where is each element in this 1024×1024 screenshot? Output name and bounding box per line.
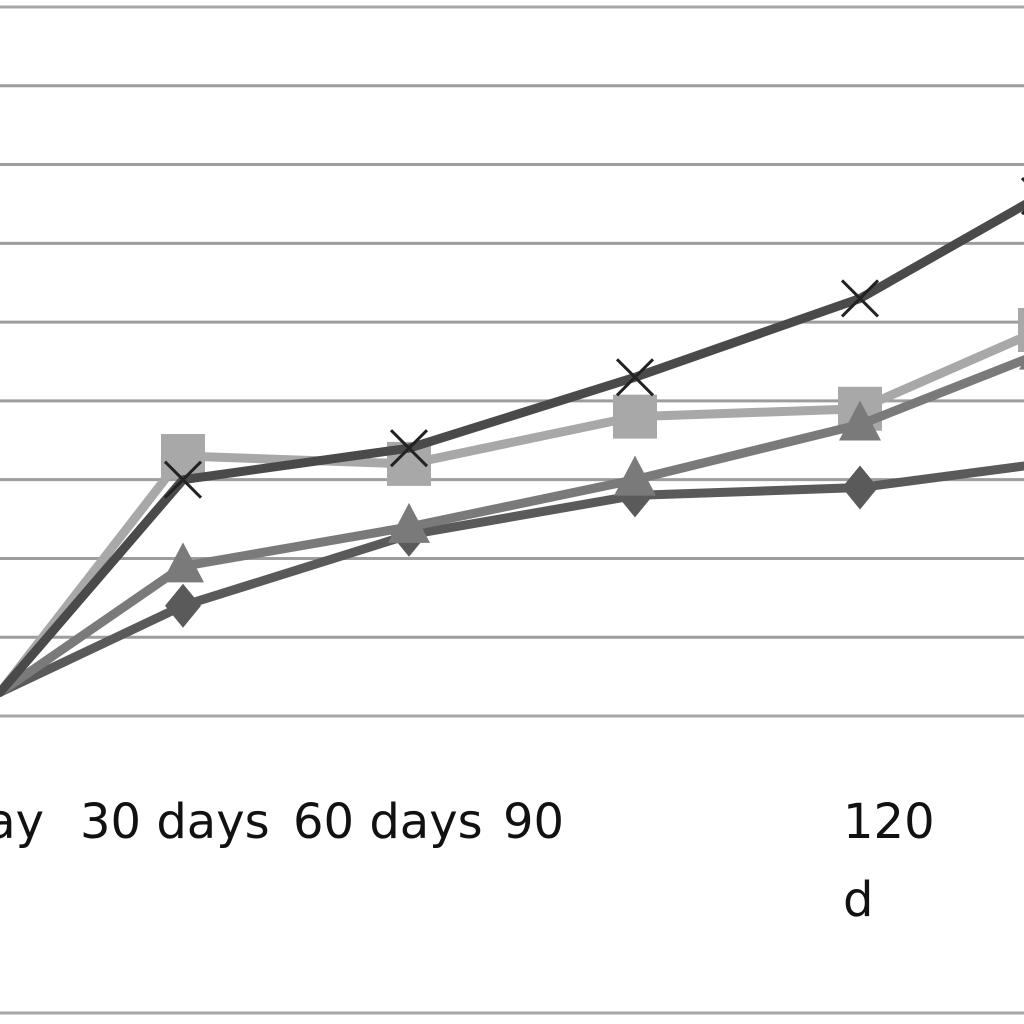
- series-1-point-5: [842, 465, 878, 510]
- series-2-point-2: [161, 434, 205, 479]
- x-tick-label-2: 30 days: [80, 794, 270, 850]
- series-4-point-4: [615, 358, 655, 397]
- x-tick-label-5-line-2: d: [843, 872, 873, 928]
- series-4-point-2: [163, 460, 203, 499]
- series-3-point-6: [1019, 360, 1024, 370]
- series-4-point-5: [840, 279, 880, 318]
- series-1-point-2: [165, 583, 201, 628]
- series-2-point-6: [1018, 307, 1024, 352]
- x-tick-label-1: 1 day: [0, 794, 44, 850]
- series-3-point-5: [839, 400, 881, 441]
- series-4-point-3: [389, 429, 429, 468]
- x-tick-labels: 1 day 30 days 60 days 90 120 d: [0, 794, 935, 928]
- series-3-line: [0, 355, 1024, 697]
- series-1-line: [0, 461, 1024, 697]
- series-4-line: [0, 199, 1024, 697]
- series-3-point-2: [162, 542, 204, 583]
- series-3-point-4: [614, 455, 656, 496]
- series-3-point-3: [388, 502, 430, 543]
- series-2-point-4: [613, 394, 657, 439]
- series-group: [0, 177, 1024, 697]
- x-tick-label-3: 60 days: [293, 794, 483, 850]
- series-2-line: [0, 332, 1024, 697]
- x-tick-label-5-line-1: 120: [843, 794, 935, 850]
- x-tick-label-4: 90: [503, 794, 564, 850]
